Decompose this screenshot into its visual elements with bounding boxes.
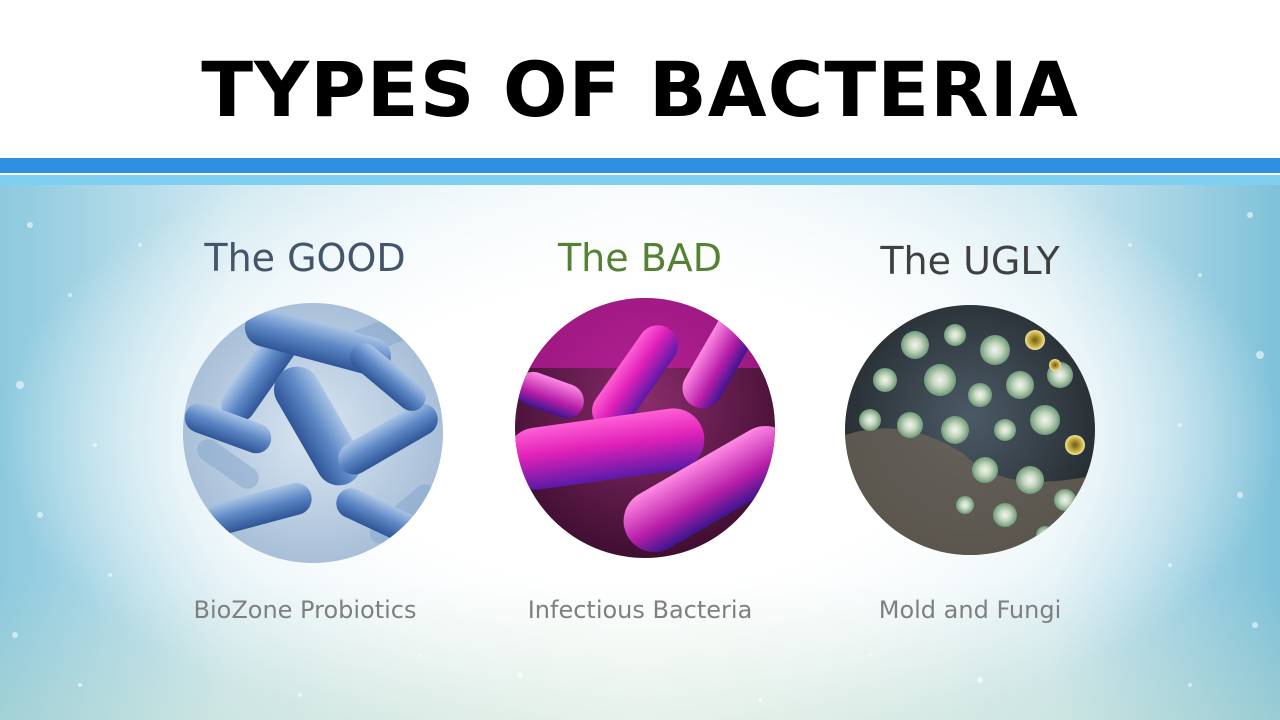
column-heading-bad: The BAD — [557, 236, 723, 280]
column-subtitle-ugly: Mold and Fungi — [878, 596, 1062, 624]
column-heading-ugly: The UGLY — [880, 239, 1060, 283]
mold-petri-dish-image-icon — [845, 305, 1095, 555]
column-subtitle-bad: Infectious Bacteria — [527, 596, 753, 624]
slide-background-fade — [0, 580, 1280, 720]
column-subtitle-good: BioZone Probiotics — [193, 596, 417, 624]
blue-bacteria-image-icon — [183, 303, 443, 563]
header: TYPES OF BACTERIA — [0, 0, 1280, 158]
header-divider-light — [0, 175, 1280, 185]
header-divider-dark — [0, 158, 1280, 173]
magenta-bacteria-image-icon — [515, 298, 775, 558]
column-heading-good: The GOOD — [204, 236, 406, 280]
background-bubbles — [12, 212, 1264, 702]
slide-title: TYPES OF BACTERIA — [201, 45, 1079, 134]
